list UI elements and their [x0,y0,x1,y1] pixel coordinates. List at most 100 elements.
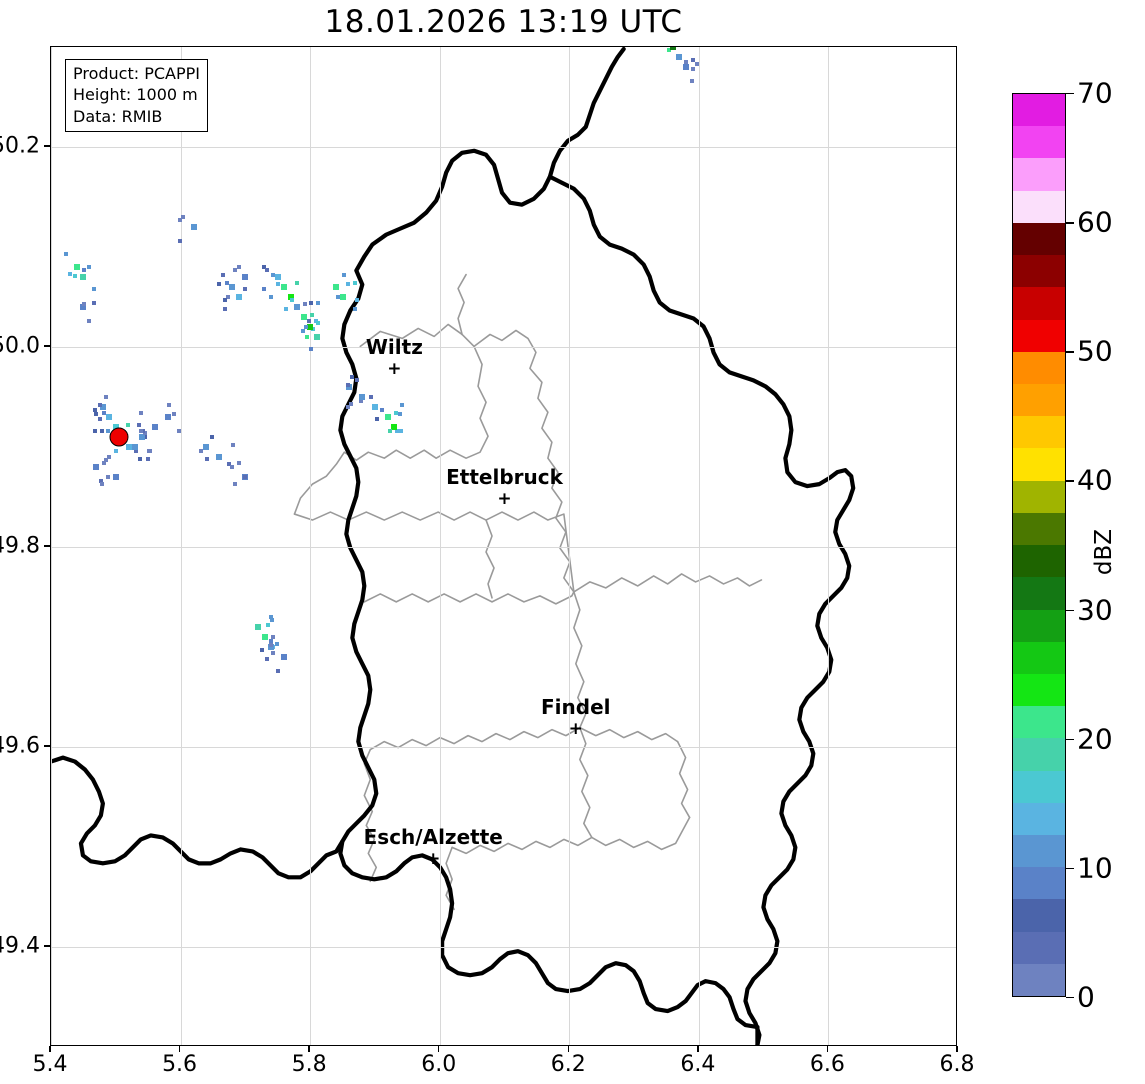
radar-echo-cell [114,448,119,453]
colorbar-segment [1013,770,1065,803]
radar-site-icon[interactable] [109,427,129,447]
radar-echo-cell [102,461,107,466]
radar-echo-cell [353,307,358,312]
radar-echo-cell [690,67,695,72]
radar-echo-cell [229,284,236,290]
gridline-y [51,547,956,548]
colorbar-tick [1066,738,1074,741]
radar-echo-cell [87,265,92,270]
colorbar-segment [1013,416,1065,449]
radar-echo-cell [313,334,320,340]
radar-echo-cell [388,429,393,434]
radar-echo-cell [106,429,111,434]
radar-echo-cell [93,428,98,433]
radar-echo-cell [242,274,249,280]
x-axis-tick-label: 5.4 [32,1052,68,1077]
radar-echo-cell [315,321,320,326]
radar-echo-cell [217,282,222,287]
radar-echo-cell [294,304,301,310]
radar-echo-cell [92,287,97,292]
radar-map-plot[interactable]: Wiltz + Ettelbruck + Findel + Esch/Alzette + Pr… [50,46,957,1046]
colorbar-segment [1013,255,1065,288]
radar-echo-cell [243,475,248,480]
radar-echo-cell [394,411,398,415]
radar-echo-cell [275,641,280,646]
radar-echo-cell [300,314,307,320]
radar-echo-cell [102,411,107,415]
city-name: Findel [541,695,611,719]
colorbar-segment [1013,545,1065,578]
gridline-x [51,47,52,1045]
gridline-x [180,47,182,1045]
radar-echo-cell [223,307,228,312]
y-axis-tick [44,945,50,947]
colorbar-segment [1013,512,1065,546]
colorbar-segment [1013,287,1065,320]
radar-echo-cell [287,294,294,300]
radar-echo-cell [281,654,288,660]
radar-echo-cell [99,482,104,487]
radar-echo-cell [271,272,276,277]
gridline-y [51,947,956,948]
colorbar-segment [1013,480,1065,513]
radar-echo-cell [146,457,151,462]
colorbar-tick-label: 20 [1077,722,1113,756]
colorbar-segment [1013,190,1065,223]
info-data: Data: RMIB [73,106,163,126]
radar-echo-cell [349,402,353,407]
city-marker-plus-icon: + [426,849,441,869]
radar-echo-cell [235,294,242,300]
radar-echo-cell [80,304,87,310]
x-axis-tick [697,1046,699,1052]
radar-echo-cell [99,404,106,410]
radar-echo-cell [138,411,143,415]
radar-echo-cell [112,424,119,430]
radar-echo-cell [694,61,699,66]
radar-echo-cell [143,431,148,436]
colorbar-tick-label: 60 [1077,205,1113,239]
radar-echo-cell [148,448,153,453]
radar-echo-cell [309,347,314,352]
radar-echo-cell [231,442,236,447]
x-axis-tick [178,1046,181,1052]
radar-echo-cell [125,423,130,428]
colorbar[interactable] [1012,93,1066,997]
city-name: Esch/Alzette [363,825,503,849]
radar-echo-cell [223,298,228,303]
radar-echo-cell [399,428,404,433]
radar-echo-cell [177,238,182,243]
x-axis-tick [49,1046,51,1052]
radar-echo-cell [232,267,237,272]
colorbar-tick [1066,609,1074,611]
radar-echo-cell [339,294,346,300]
radar-echo-cell [310,313,315,318]
radar-echo-cell [73,264,80,270]
radar-echo-cell [304,324,309,329]
radar-echo-cell [237,265,242,270]
colorbar-tick-label: 70 [1077,76,1113,110]
page-title: 18.01.2026 13:19 UTC [324,4,683,40]
x-axis-tick [956,1046,958,1052]
city-label-esch-alzette: Esch/Alzette + [364,825,503,868]
radar-echo-cell [691,57,696,62]
gridline-x [439,47,441,1045]
radar-echo-cell [304,335,309,340]
radar-echo-cell [384,414,391,420]
radar-echo-cell [103,395,108,400]
radar-echo-cell [80,274,87,280]
info-product: Product: PCAPPI [73,64,201,83]
y-axis-tick [44,545,50,547]
radar-echo-cell [73,274,78,279]
radar-echo-cell [359,398,364,403]
radar-echo-cell [232,482,237,487]
colorbar-tick-label: 10 [1077,851,1113,885]
colorbar-segment [1013,158,1065,191]
radar-echo-cell [220,272,225,277]
radar-echo-cell [106,475,111,480]
gridline-y [51,147,956,148]
city-name: Wiltz [365,335,423,359]
city-label-wiltz: Wiltz + [366,335,423,378]
radar-echo-cell [230,465,235,470]
radar-echo-cell [125,444,132,450]
radar-echo-cell [283,307,288,312]
